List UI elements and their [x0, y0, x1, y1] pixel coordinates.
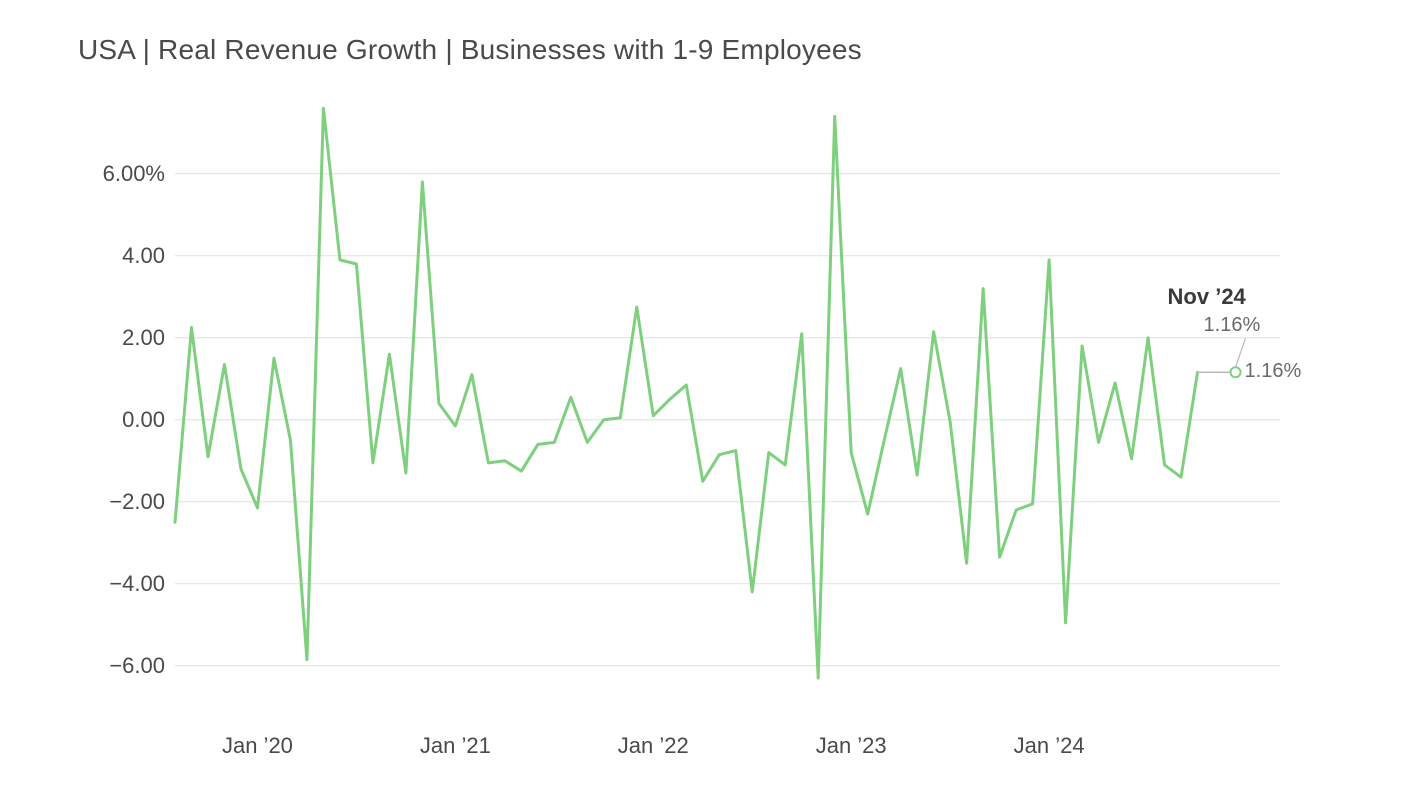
end-marker-value-right: 1.16%	[1245, 360, 1302, 383]
chart-svg	[0, 0, 1416, 798]
x-axis-label: Jan ’21	[420, 733, 491, 759]
x-axis-label: Jan ’23	[816, 733, 887, 759]
x-axis-label: Jan ’22	[618, 733, 689, 759]
end-marker	[1231, 367, 1241, 377]
y-axis-label: −2.00	[75, 489, 165, 515]
x-axis-label: Jan ’24	[1014, 733, 1085, 759]
y-axis-label: 2.00	[75, 325, 165, 351]
y-axis-label: −4.00	[75, 571, 165, 597]
y-axis-label: −6.00	[75, 653, 165, 679]
y-axis-label: 4.00	[75, 243, 165, 269]
series-line	[175, 108, 1198, 678]
x-axis-label: Jan ’20	[222, 733, 293, 759]
y-axis-label: 0.00	[75, 407, 165, 433]
y-axis-label: 6.00%	[75, 161, 165, 187]
revenue-growth-chart: USA | Real Revenue Growth | Businesses w…	[0, 0, 1416, 798]
end-marker-date: Nov ’24	[1168, 284, 1246, 310]
end-marker-value-top: 1.16%	[1204, 314, 1261, 337]
